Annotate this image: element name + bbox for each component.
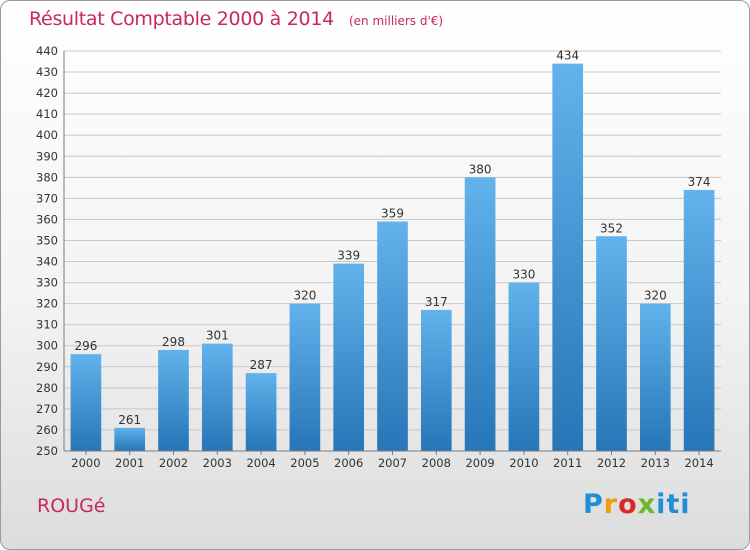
y-tick-label: 430	[36, 65, 58, 79]
y-tick-label: 300	[36, 339, 58, 353]
x-tick-label: 2008	[422, 456, 451, 470]
bar-2007	[377, 221, 408, 451]
title-block: Résultat Comptable 2000 à 2014 (en milli…	[29, 8, 443, 30]
x-tick-label: 2007	[378, 456, 407, 470]
x-tick-label: 2013	[641, 456, 670, 470]
data-label: 339	[337, 249, 360, 263]
y-tick-label: 390	[36, 149, 58, 163]
data-label: 359	[381, 207, 404, 221]
x-tick-label: 2010	[509, 456, 538, 470]
y-tick-label: 360	[36, 212, 58, 226]
x-tick-label: 2009	[465, 456, 494, 470]
y-tick-label: 270	[36, 402, 58, 416]
x-tick-label: 2000	[71, 456, 100, 470]
data-label: 380	[469, 162, 492, 176]
x-tick-label: 2002	[159, 456, 188, 470]
data-labels: 296 261 298 301 287 320 339 359 317 380 330 434 352 3…	[74, 49, 710, 427]
x-tick-label: 2011	[553, 456, 582, 470]
bar-2012	[596, 236, 627, 451]
bar-2003	[201, 343, 233, 451]
x-tick-label: 2004	[246, 456, 275, 470]
bar-2000	[70, 354, 102, 451]
y-tick-label: 350	[36, 233, 58, 247]
x-tick-label: 2001	[115, 456, 144, 470]
x-tick-label: 2006	[334, 456, 363, 470]
data-label: 298	[162, 335, 185, 349]
bar-2010	[508, 282, 540, 451]
x-tick-label: 2005	[290, 456, 319, 470]
commune-name: ROUGé	[37, 495, 106, 517]
x-tick-label: 2003	[203, 456, 232, 470]
brand-logo: Proxiti	[583, 489, 691, 520]
data-label: 330	[512, 268, 535, 282]
bar-2001	[114, 427, 146, 451]
data-label: 352	[600, 221, 623, 235]
bar-2009	[464, 177, 496, 451]
y-tick-labels: 250 260 270 280 290 300 310 320 330 340 350 360 370 3…	[36, 44, 58, 458]
bars	[70, 63, 715, 451]
y-tick-label: 320	[36, 297, 58, 311]
bar-2004	[245, 373, 277, 451]
y-tick-label: 420	[36, 86, 58, 100]
bar-2008	[420, 309, 452, 451]
y-tick-label: 330	[36, 276, 58, 290]
data-label: 374	[688, 175, 711, 189]
y-tick-label: 340	[36, 255, 58, 269]
bar-2002	[158, 349, 189, 451]
data-label: 287	[250, 358, 273, 372]
chart-title: Résultat Comptable 2000 à 2014	[29, 8, 334, 30]
y-tick-label: 440	[36, 44, 58, 58]
x-tick-label: 2012	[597, 456, 626, 470]
chart-subtitle: (en milliers d'€)	[348, 14, 444, 28]
y-tick-label: 380	[36, 170, 58, 184]
y-tick-label: 280	[36, 381, 58, 395]
x-tick-labels: 2000 2001 2002 2003 2004 2005 2006 2007 2008 2009…	[71, 456, 713, 470]
data-label: 320	[293, 289, 316, 303]
bar-2011	[552, 63, 584, 451]
data-label: 301	[206, 329, 229, 343]
data-label: 434	[556, 49, 579, 63]
data-label: 261	[118, 413, 141, 427]
y-tick-label: 260	[36, 423, 58, 437]
bar-2006	[333, 263, 365, 451]
y-tick-label: 410	[36, 107, 58, 121]
bar-2005	[289, 303, 321, 451]
data-label: 296	[74, 339, 97, 353]
data-label: 317	[425, 295, 448, 309]
y-tick-label: 290	[36, 360, 58, 374]
bar-2013	[639, 303, 671, 451]
y-tick-label: 370	[36, 191, 58, 205]
data-label: 320	[644, 289, 667, 303]
axes	[63, 51, 721, 455]
y-tick-label: 400	[36, 128, 58, 142]
y-tick-label: 310	[36, 318, 58, 332]
x-tick-label: 2014	[684, 456, 713, 470]
y-tick-label: 250	[36, 444, 58, 458]
bar-2014	[683, 189, 715, 451]
